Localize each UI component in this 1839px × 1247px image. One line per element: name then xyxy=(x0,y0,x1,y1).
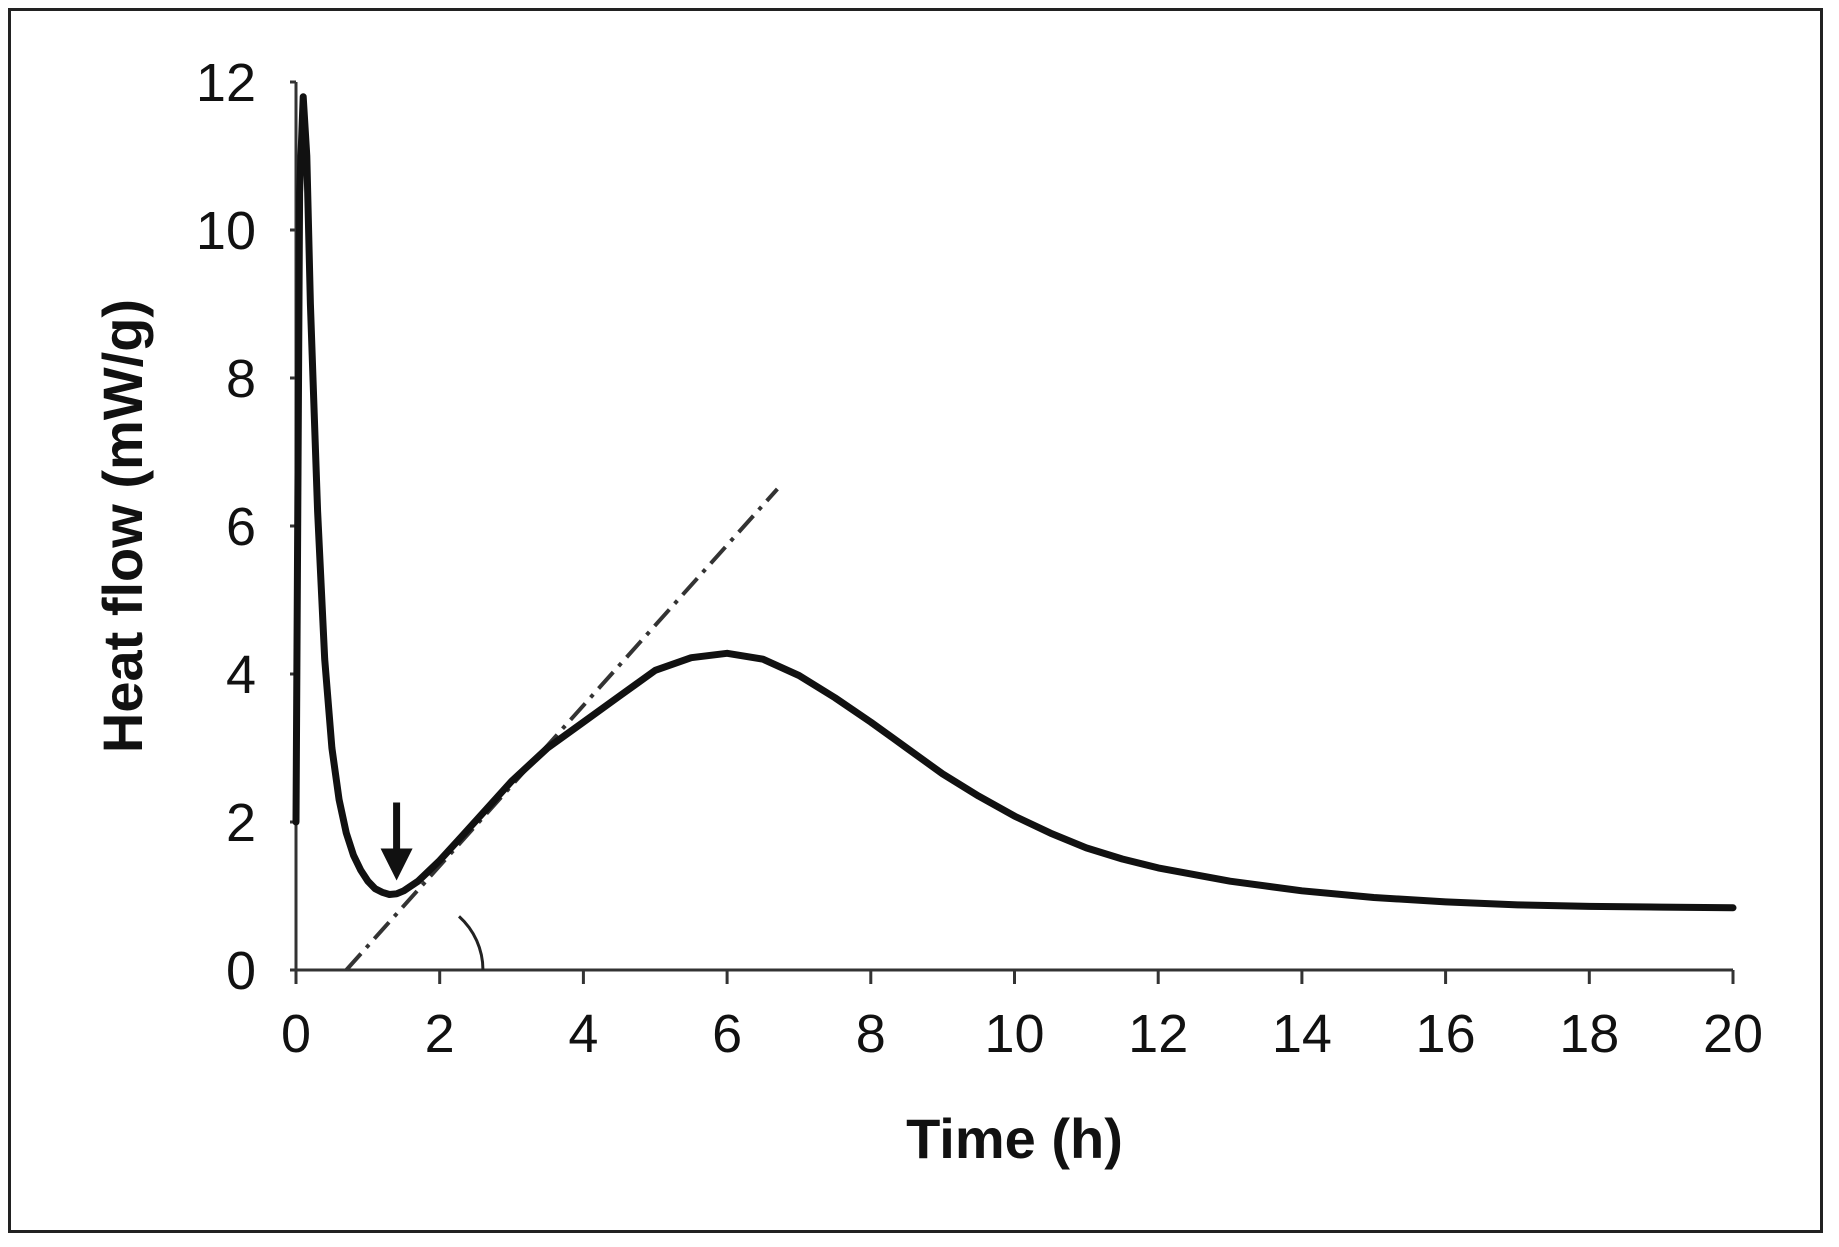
y-tick-label: 12 xyxy=(196,53,256,113)
y-tick-label: 10 xyxy=(196,201,256,261)
x-axis-title: Time (h) xyxy=(906,1107,1123,1170)
x-tick-label: 14 xyxy=(1272,1004,1332,1064)
tick-labels-layer: 0 2 4 6 8 10 12 14 16 18 20 0 2 4 6 8 10 12 xyxy=(196,53,1763,1064)
x-tick-label: 16 xyxy=(1416,1004,1476,1064)
heat-flow-curve xyxy=(292,93,1737,912)
series-layer xyxy=(292,93,1737,912)
y-tick-label: 2 xyxy=(226,793,256,853)
x-tick-label: 20 xyxy=(1703,1004,1763,1064)
x-tick-label: 0 xyxy=(281,1004,311,1064)
x-tick-label: 12 xyxy=(1128,1004,1188,1064)
annotations-layer xyxy=(344,487,779,972)
x-tick-label: 8 xyxy=(856,1004,886,1064)
y-tick-label: 6 xyxy=(226,497,256,557)
x-tick-label: 10 xyxy=(984,1004,1044,1064)
x-tick-label: 2 xyxy=(425,1004,455,1064)
tangent-line xyxy=(344,487,779,972)
x-tick-label: 4 xyxy=(568,1004,598,1064)
x-tick-label: 6 xyxy=(712,1004,742,1064)
y-tick-label: 0 xyxy=(226,941,256,1001)
y-axis-title: Heat flow (mW/g) xyxy=(91,299,154,753)
arrow-head xyxy=(380,848,413,881)
y-tick-label: 8 xyxy=(226,349,256,409)
x-tick-label: 18 xyxy=(1559,1004,1619,1064)
angle-arc xyxy=(458,915,485,971)
y-tick-label: 4 xyxy=(226,645,256,705)
ticks-layer xyxy=(290,80,1735,984)
